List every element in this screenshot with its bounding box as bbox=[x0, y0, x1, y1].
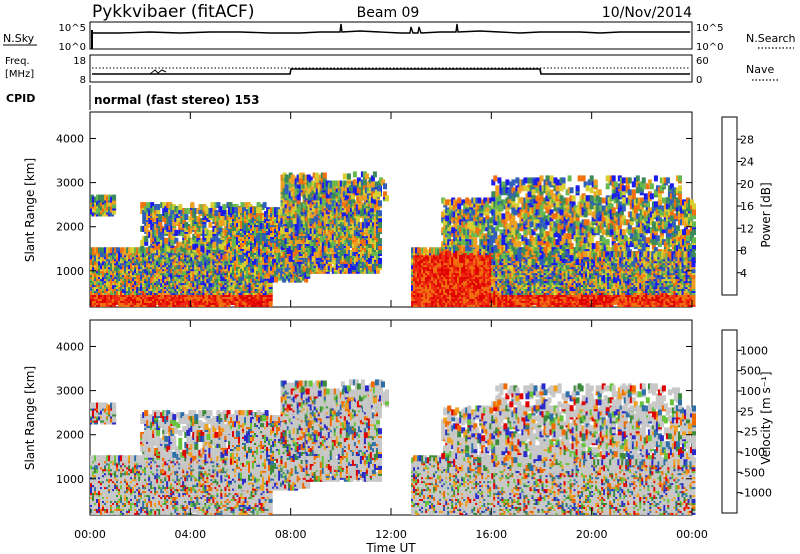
power-cell bbox=[104, 202, 108, 209]
nsearch-label: N.Search bbox=[746, 32, 796, 45]
beam-title: Beam 09 bbox=[357, 5, 420, 21]
power-cell bbox=[210, 202, 215, 209]
power-cell bbox=[104, 293, 108, 299]
freq-label-1: Freq. bbox=[5, 56, 30, 67]
power-cell bbox=[322, 172, 327, 179]
freq-tick-bottom: 8 bbox=[80, 75, 86, 86]
power-cell bbox=[258, 207, 263, 214]
nsky-label: N.Sky bbox=[3, 32, 35, 45]
cpid-label: CPID bbox=[6, 92, 35, 105]
power-cell bbox=[170, 239, 175, 246]
power-cells bbox=[90, 171, 696, 307]
power-cell bbox=[116, 247, 121, 254]
power-cell bbox=[214, 210, 219, 216]
power-cell bbox=[284, 188, 289, 195]
power-ylabel: Slant Range [km] bbox=[23, 158, 37, 262]
power-cell bbox=[262, 202, 267, 209]
power-cell bbox=[256, 235, 261, 241]
power-cell bbox=[208, 221, 213, 228]
power-cell bbox=[112, 194, 117, 201]
power-cell bbox=[164, 237, 169, 244]
power-cell bbox=[134, 279, 139, 286]
nsky-tick-top: 10^5 bbox=[59, 23, 86, 34]
power-cell bbox=[142, 212, 147, 218]
power-cell bbox=[120, 247, 125, 254]
nave-tick-top: 60 bbox=[696, 56, 709, 67]
station-title: Pykkvibaer (fitACF) bbox=[92, 2, 254, 22]
power-cell bbox=[190, 202, 195, 209]
freq-tick-top: 18 bbox=[73, 56, 86, 67]
power-cell bbox=[112, 198, 117, 205]
power-cell bbox=[206, 235, 211, 242]
power-cell bbox=[100, 300, 104, 307]
power-cell bbox=[174, 229, 179, 236]
nsky-panel: N.Sky 10^5 10^0 10^5 10^0 N.Search bbox=[3, 21, 796, 53]
power-cell bbox=[317, 228, 322, 235]
power-cell bbox=[104, 194, 108, 201]
power-cell bbox=[134, 298, 139, 305]
nsky-trace bbox=[92, 23, 690, 34]
power-cell bbox=[134, 247, 139, 254]
nsearch-tick-bottom: 10^0 bbox=[696, 42, 723, 53]
power-cell bbox=[178, 204, 183, 211]
power-cell bbox=[222, 204, 227, 211]
power-cell bbox=[104, 247, 108, 254]
nave-tick-bottom: 0 bbox=[696, 75, 702, 86]
power-cell bbox=[292, 218, 297, 225]
power-cell bbox=[315, 251, 320, 258]
power-cell bbox=[212, 241, 217, 248]
date-title: 10/Nov/2014 bbox=[602, 5, 692, 21]
cpid-value: normal (fast stereo) 153 bbox=[94, 93, 260, 107]
power-cell bbox=[98, 247, 102, 254]
power-cell bbox=[158, 214, 163, 220]
power-cell bbox=[274, 276, 279, 283]
nave-label: Nave bbox=[746, 63, 774, 76]
freq-panel: Freq. [MHz] 18 8 60 0 Nave bbox=[5, 54, 778, 86]
nsearch-tick-top: 10^5 bbox=[696, 23, 723, 34]
freq-label-2: [MHz] bbox=[5, 69, 34, 80]
power-cell bbox=[112, 208, 117, 215]
nsky-tick-bottom: 10^0 bbox=[59, 42, 86, 53]
power-cell bbox=[156, 204, 161, 211]
power-cell bbox=[327, 204, 332, 211]
power-cell bbox=[284, 257, 289, 264]
power-cell bbox=[184, 214, 189, 220]
power-cell bbox=[184, 208, 189, 214]
freq-trace bbox=[92, 68, 690, 75]
power-cell bbox=[140, 245, 145, 252]
power-cell bbox=[144, 235, 149, 242]
power-cell bbox=[146, 202, 151, 209]
